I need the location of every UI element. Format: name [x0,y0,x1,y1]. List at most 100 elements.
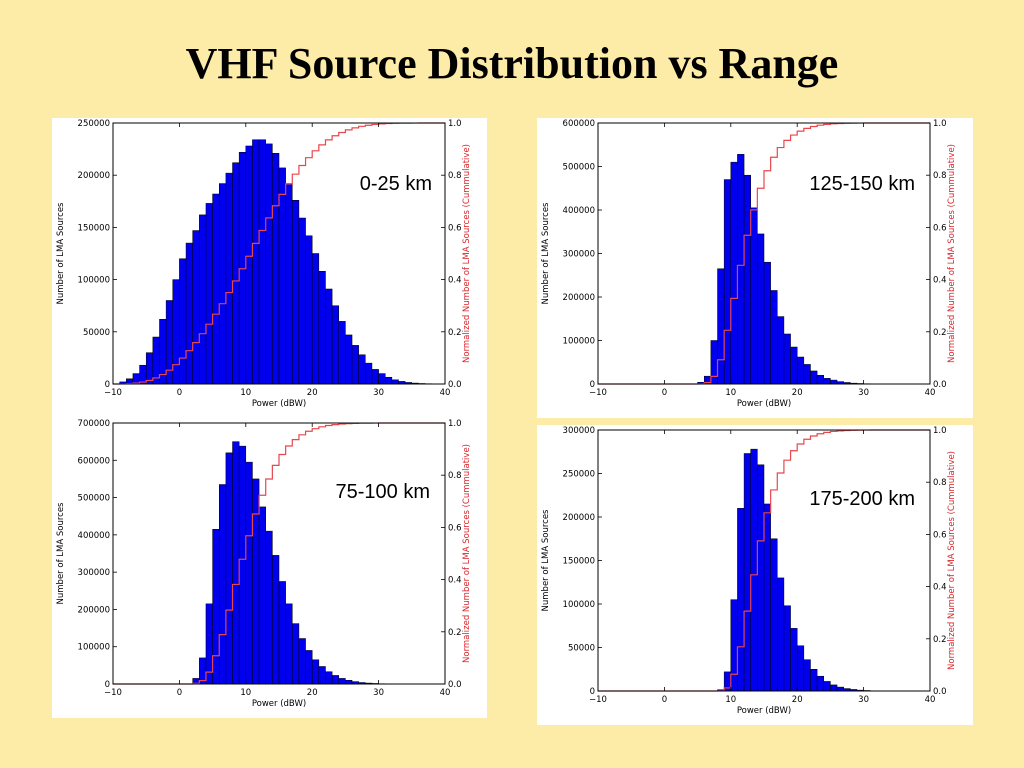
histogram-bar [836,686,844,692]
histogram-bar [285,183,293,385]
histogram-bar [371,369,379,385]
y2-tick-label: 0.2 [448,628,462,638]
histogram-bar [351,345,359,385]
x-tick-label: 30 [858,388,869,398]
y2-tick-label: 0.8 [933,171,947,181]
y-tick-label: 50000 [83,328,110,338]
chart-panel-125-150km: −10 0 10 20 30 40 0 100000 200000 300000 400000 500… [537,118,973,418]
histogram-bar [743,174,751,385]
chart-panel-0-25km: −10 0 10 20 30 40 0 50000 100000 150000 200000 2500… [52,118,487,418]
y-tick-label: 0 [105,380,110,390]
histogram-bar [252,478,260,685]
y-tick-label: 100000 [563,600,595,610]
histogram-bar [384,376,393,385]
histogram-bar [331,305,340,385]
histogram-bar [757,464,765,692]
x-tick-label: −10 [589,388,607,398]
histogram-bar [225,452,233,685]
histogram-bar [311,659,320,685]
y2-tick-label: 0.0 [448,680,462,690]
histogram-bar [723,179,732,385]
y2-tick-label: 0.0 [933,380,947,390]
histogram-bar [325,288,333,385]
y-tick-label: 200000 [563,293,595,303]
y-axis-label: Number of LMA Sources [56,502,66,605]
y-tick-label: 0 [105,680,110,690]
histogram-bar [770,538,778,692]
y2-tick-label: 0.4 [933,583,947,593]
histogram-bar [232,441,240,685]
histogram-bars [697,154,878,385]
histogram-bar [763,503,771,692]
chart-panel-75-100km: −10 0 10 20 30 40 0 100000 200000 300000 400000 500… [52,418,487,718]
histogram-bar [238,151,247,385]
y2-tick-label: 0.6 [448,223,462,233]
x-tick-label: 10 [725,695,736,705]
histogram-bar [777,577,785,692]
chart-panel-175-200km: −10 0 10 20 30 40 0 50000 100000 150000 200000 2500… [537,425,973,725]
x-tick-label: 20 [307,388,318,398]
histogram-bar [796,356,805,385]
histogram-bar [830,379,838,385]
y-tick-label: 200000 [563,513,595,523]
histogram-bar [830,684,838,692]
range-label: 75-100 km [336,481,431,503]
histogram-bar [823,378,831,385]
y-tick-label: 400000 [78,531,110,541]
y2-axis-label: Normalized Number of LMA Sources (Cummul… [462,144,472,363]
x-tick-label: 30 [858,695,869,705]
x-tick-label: 0 [662,695,667,705]
histogram-bar [292,200,300,385]
y-tick-label: 0 [590,380,595,390]
y2-tick-label: 0.8 [448,171,462,181]
y-tick-label: 250000 [563,470,595,480]
y2-tick-label: 0.0 [933,687,947,697]
y-tick-label: 300000 [563,426,595,436]
histogram-bar [218,183,227,385]
histogram-chart: −10 0 10 20 30 400500001000001500002000002500… [541,426,957,716]
histogram-bar [252,139,260,385]
histogram-bar [245,145,253,385]
x-tick-label: 20 [792,695,803,705]
y-tick-label: 700000 [78,419,110,429]
histogram-bar [823,681,831,692]
y2-axis-label: Normalized Number of LMA Sources (Cummul… [947,144,957,363]
y-tick-label: 600000 [78,456,110,466]
y2-tick-label: 1.0 [933,426,947,436]
histogram-bar [298,638,306,685]
x-tick-label: 10 [240,388,251,398]
range-label: 125-150 km [809,173,915,195]
histogram-bar [770,290,778,385]
histogram-bar [232,162,240,385]
plot-frame [112,422,446,685]
histogram-bar [165,300,174,385]
histogram-bar [777,316,785,385]
histogram-bar [265,530,273,685]
histogram-bar [212,193,220,385]
histogram-bar [318,270,326,385]
x-tick-label: −10 [589,695,607,705]
y-tick-label: 300000 [563,250,595,260]
y2-tick-label: 0.2 [448,328,462,338]
histogram-bar [292,623,300,685]
histogram-bar [305,650,313,685]
histogram-bar [225,172,233,385]
y2-tick-label: 1.0 [448,419,462,429]
y2-tick-label: 0.8 [448,471,462,481]
x-tick-label: 30 [373,388,384,398]
y2-tick-label: 0.2 [933,635,947,645]
histogram-bar [278,167,286,385]
histogram-bar [199,214,207,385]
histogram-bar [285,603,293,685]
histogram-bars [119,139,439,385]
histogram-bar [238,445,247,685]
y-tick-label: 150000 [563,557,595,567]
histogram-bars [192,441,393,685]
histogram-bar [345,334,353,385]
x-tick-label: 10 [240,688,251,698]
histogram-bars [717,448,878,692]
histogram-bar [810,669,818,692]
x-tick-label: 20 [792,388,803,398]
y-tick-label: 50000 [568,644,595,654]
y-tick-label: 600000 [563,119,595,129]
